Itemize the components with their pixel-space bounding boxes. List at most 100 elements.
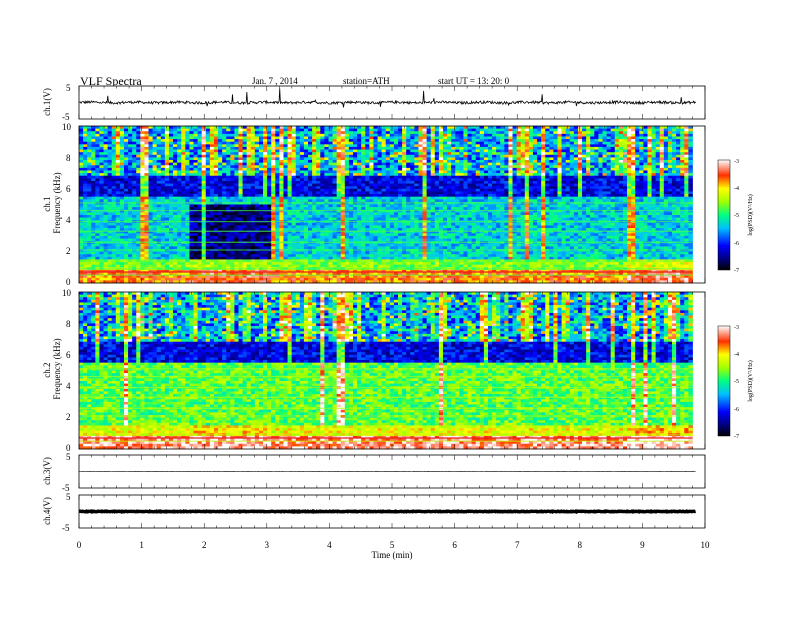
spectrogram-cell bbox=[345, 239, 349, 242]
spectrogram-cell bbox=[296, 207, 300, 210]
spectrogram-cell bbox=[91, 244, 95, 247]
spectrogram-cell bbox=[79, 144, 83, 147]
spectrogram-cell bbox=[112, 147, 116, 150]
spectrogram-cell bbox=[136, 163, 140, 166]
spectrogram-cell bbox=[210, 139, 214, 142]
spectrogram-cell bbox=[382, 199, 386, 202]
spectrogram-cell bbox=[349, 150, 353, 153]
spectrogram-cell bbox=[222, 181, 226, 184]
spectrogram-cell bbox=[292, 157, 296, 160]
spectrogram-cell bbox=[300, 191, 304, 194]
spectrogram-cell bbox=[161, 152, 165, 155]
spectrogram-cell bbox=[296, 210, 300, 213]
spectrogram-cell bbox=[128, 191, 132, 194]
spectrogram-cell bbox=[95, 129, 99, 132]
spectrogram-cell bbox=[255, 157, 259, 160]
spectrogram-cell bbox=[394, 223, 398, 226]
spectrogram-cell bbox=[234, 165, 238, 168]
spectrogram-cell bbox=[365, 136, 369, 139]
spectrogram-cell bbox=[328, 194, 332, 197]
spectrogram-cell bbox=[181, 181, 185, 184]
spectrogram-cell bbox=[136, 150, 140, 153]
spectrogram-cell bbox=[181, 152, 185, 155]
spectrogram-cell bbox=[202, 275, 206, 278]
spectrogram-cell bbox=[304, 236, 308, 239]
spectrogram-cell bbox=[324, 194, 328, 197]
spectrogram-cell bbox=[292, 184, 296, 187]
spectrogram-cell bbox=[312, 178, 316, 181]
spectrogram-cell bbox=[267, 178, 271, 181]
spectrogram-cell bbox=[234, 150, 238, 153]
spectrogram-cell bbox=[206, 157, 210, 160]
spectrogram-cell bbox=[353, 212, 357, 215]
spectrogram-cell bbox=[185, 176, 189, 179]
spectrogram-cell bbox=[275, 181, 279, 184]
spectrogram-cell bbox=[382, 189, 386, 192]
spectrogram-cell bbox=[108, 197, 112, 200]
spectrogram-cell bbox=[353, 165, 357, 168]
spectrogram-cell bbox=[410, 134, 414, 137]
spectrogram-cell bbox=[104, 184, 108, 187]
spectrogram-cell bbox=[128, 262, 132, 265]
spectrogram-cell bbox=[120, 131, 124, 134]
spectrogram-cell bbox=[230, 239, 234, 242]
spectrogram-cell bbox=[300, 139, 304, 142]
spectrogram-cell bbox=[263, 184, 267, 187]
spectrogram-cell bbox=[255, 147, 259, 150]
spectrogram-cell bbox=[312, 150, 316, 153]
spectrogram-cell bbox=[206, 239, 210, 242]
spectrogram-cell bbox=[222, 239, 226, 242]
spectrogram-cell bbox=[271, 215, 275, 218]
spectrogram-cell bbox=[283, 254, 287, 257]
spectrogram-cell bbox=[251, 236, 255, 239]
spectrogram-cell bbox=[222, 212, 226, 215]
spectrogram-cell bbox=[243, 265, 247, 268]
spectrogram-cell bbox=[247, 152, 251, 155]
spectrogram-cell bbox=[202, 155, 206, 158]
spectrogram-cell bbox=[185, 191, 189, 194]
spectrogram-cell bbox=[328, 262, 332, 265]
spectrogram-cell bbox=[140, 189, 144, 192]
spectrogram-cell bbox=[398, 244, 402, 247]
spectrogram-cell bbox=[378, 194, 382, 197]
spectrogram-cell bbox=[373, 150, 377, 153]
spectrogram-cell bbox=[243, 241, 247, 244]
spectrogram-cell bbox=[206, 150, 210, 153]
spectrogram-cell bbox=[239, 244, 243, 247]
spectrogram-cell bbox=[320, 165, 324, 168]
spectrogram-cell bbox=[255, 225, 259, 228]
spectrogram-cell bbox=[308, 239, 312, 242]
spectrogram-cell bbox=[255, 191, 259, 194]
spectrogram-cell bbox=[222, 236, 226, 239]
spectrogram-cell bbox=[353, 139, 357, 142]
spectrogram-cell bbox=[181, 157, 185, 160]
spectrogram-cell bbox=[341, 205, 345, 208]
spectrogram-cell bbox=[337, 134, 341, 137]
spectrogram-cell bbox=[259, 178, 263, 181]
spectrogram-cell bbox=[308, 241, 312, 244]
spectrogram-cell bbox=[206, 246, 210, 249]
spectrogram-cell bbox=[308, 131, 312, 134]
spectrogram-cell bbox=[243, 150, 247, 153]
spectrogram-cell bbox=[226, 176, 230, 179]
spectrogram-cell bbox=[214, 252, 218, 255]
spectrogram-cell bbox=[398, 265, 402, 268]
spectrogram-cell bbox=[177, 139, 181, 142]
spectrogram-cell bbox=[214, 278, 218, 281]
spectrogram-cell bbox=[398, 207, 402, 210]
spectrogram-cell bbox=[333, 170, 337, 173]
spectrogram-cell bbox=[394, 262, 398, 265]
spectrogram-cell bbox=[333, 150, 337, 153]
spectrogram-cell bbox=[169, 152, 173, 155]
spectrogram-cell bbox=[394, 199, 398, 202]
spectrogram-cell bbox=[99, 142, 103, 145]
spectrogram-cell bbox=[365, 186, 369, 189]
spectrogram-cell bbox=[157, 275, 161, 278]
spectrogram-cell bbox=[185, 170, 189, 173]
spectrogram-cell bbox=[349, 225, 353, 228]
spectrogram-cell bbox=[206, 176, 210, 179]
spectrogram-cell bbox=[283, 241, 287, 244]
spectrogram-cell bbox=[124, 257, 128, 260]
spectrogram-cell bbox=[153, 218, 157, 221]
spectrogram-cell bbox=[120, 207, 124, 210]
